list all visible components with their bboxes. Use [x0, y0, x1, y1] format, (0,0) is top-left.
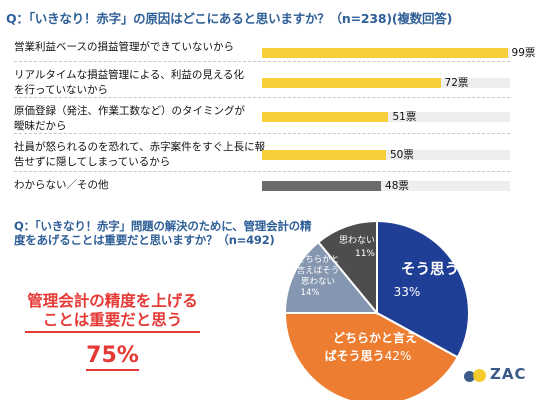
- pie-slice-label: 33%: [394, 285, 421, 299]
- row-divider: [14, 171, 510, 172]
- pie-slice: [283, 312, 459, 400]
- row-divider: [14, 133, 510, 134]
- bar: [262, 112, 389, 122]
- bar-track: [262, 112, 510, 122]
- bar-track: [262, 150, 510, 160]
- callout-text: 管理会計の精度を上げることは重要だと思う: [25, 292, 200, 333]
- pie-slice-label: 思わない: [339, 235, 375, 246]
- bar: [262, 78, 441, 88]
- pie-slice: [316, 219, 378, 316]
- pie-slice-label: ばそう思う42%: [325, 348, 412, 363]
- bar-label: 社員が怒られるのを恐れて、赤字案件をすぐ上長に報告せずに隠してしまっているから: [14, 141, 266, 168]
- row-divider: [14, 61, 510, 62]
- bar-value-label: 50票: [390, 149, 414, 161]
- zac-logo: ZAC: [462, 364, 542, 386]
- pie-slice: [376, 219, 470, 359]
- bar-value-label: 51票: [392, 111, 417, 123]
- bar-track: [262, 48, 510, 58]
- bar-label: 営業利益ベースの損益管理ができていないから: [14, 41, 234, 53]
- callout-percent: 75%: [86, 343, 139, 371]
- pie-slice-label: どちらかと言え: [333, 330, 417, 345]
- bar-label: リアルタイムな損益管理による、利益の見える化を行っていないから: [14, 69, 245, 96]
- bar: [262, 181, 382, 191]
- bar-label: わからない／その他: [14, 179, 109, 191]
- pie-slice-percent: 42%: [385, 349, 412, 363]
- logo-text: ZAC: [490, 365, 527, 383]
- question-1-title: Q：「いきなり！赤字」の原因はどこにあると思いますか？（n=238)(複数回答): [6, 11, 453, 26]
- bar-track: [262, 78, 510, 88]
- logo-dot-yellow: [473, 369, 486, 382]
- callout: 管理会計の精度を上げることは重要だと思う 75%: [25, 292, 200, 371]
- pie-slice-label: 思わない: [301, 277, 335, 287]
- bar-value-label: 99票: [511, 47, 536, 59]
- bar-value-label: 48票: [385, 180, 409, 192]
- bar: [262, 150, 386, 160]
- bar-value-label: 72票: [444, 77, 469, 89]
- pie-slice-label: 言えばそう: [297, 265, 340, 276]
- pie-slice-label: 14%: [301, 288, 320, 298]
- bar-label: 原価登録（発注、作業工数など）のタイミングが曖昧だから: [14, 105, 245, 132]
- row-divider: [14, 97, 510, 98]
- pie-slice-label: そう思う: [401, 261, 459, 278]
- bar-track: [262, 181, 510, 191]
- pie-slice-label: どちらかと: [297, 255, 340, 265]
- bar: [262, 48, 508, 58]
- pie-slice: [283, 240, 380, 314]
- logo-dot-blue: [464, 371, 475, 382]
- question-2-title: Q：「いきなり！赤字」問題の解決のために、管理会計の精度をあげることは重要だと思…: [14, 219, 312, 247]
- pie-slice-label: 11%: [355, 249, 375, 259]
